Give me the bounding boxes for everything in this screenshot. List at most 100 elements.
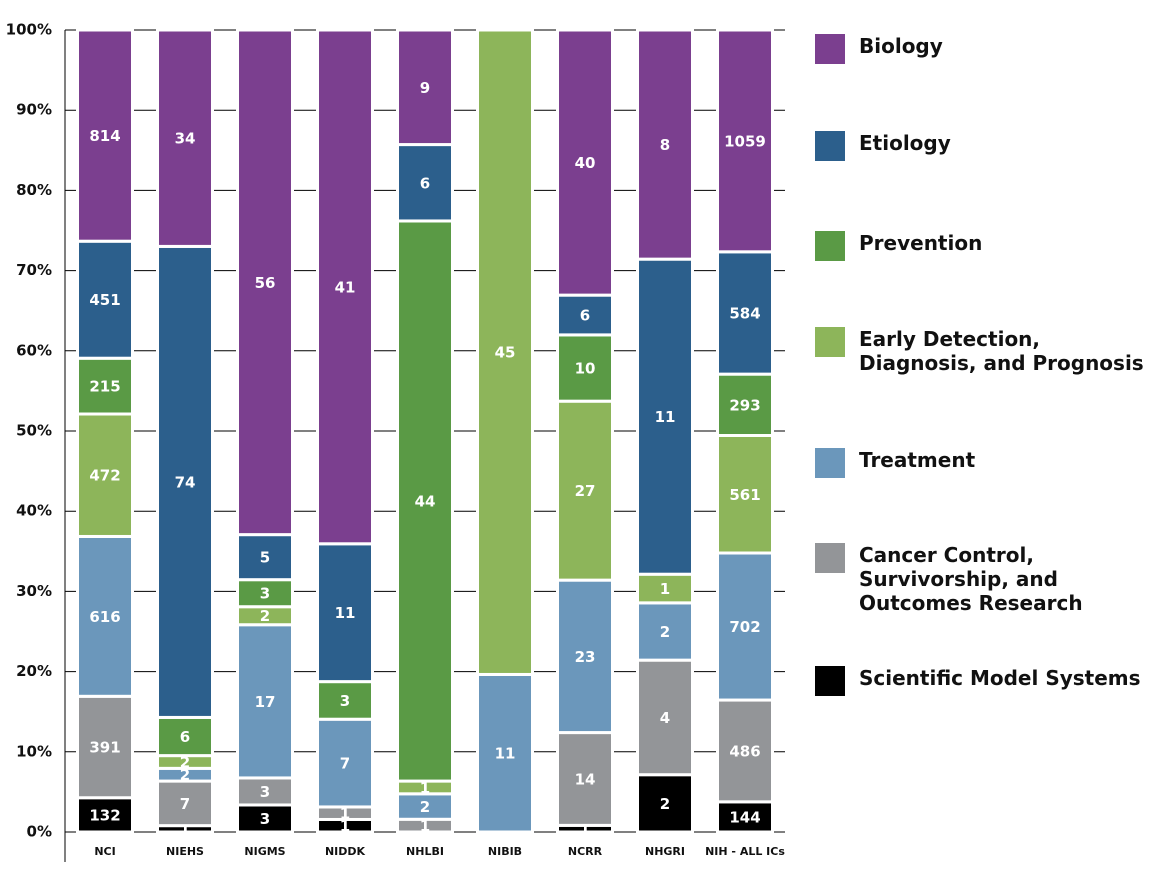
data-label: 11 bbox=[495, 745, 516, 763]
data-label: 3 bbox=[260, 810, 270, 828]
bar-segment bbox=[76, 796, 134, 834]
data-label: 6 bbox=[180, 728, 190, 746]
data-label: 472 bbox=[89, 467, 120, 485]
data-label: 1 bbox=[420, 817, 430, 835]
legend-label: Biology bbox=[859, 34, 943, 58]
bar-segment bbox=[76, 239, 134, 360]
data-label: 34 bbox=[175, 130, 196, 148]
bar-segment bbox=[476, 28, 534, 676]
data-label: 1 bbox=[660, 580, 670, 598]
bar-segment bbox=[156, 715, 214, 758]
bar-segment bbox=[316, 28, 374, 546]
y-tick-label: 50% bbox=[16, 422, 52, 440]
data-label: 2 bbox=[180, 753, 190, 771]
y-tick-label: 20% bbox=[16, 662, 52, 680]
bar-segment bbox=[316, 542, 374, 684]
bar-segment bbox=[156, 244, 214, 719]
y-tick-label: 40% bbox=[16, 502, 52, 520]
data-label: 6 bbox=[580, 307, 590, 325]
data-label: 10 bbox=[575, 360, 596, 378]
data-label: 2 bbox=[660, 795, 670, 813]
data-label: 814 bbox=[89, 127, 120, 145]
data-label: 3 bbox=[260, 783, 270, 801]
data-label: 2 bbox=[180, 766, 190, 784]
x-tick-label: NIH - ALL ICs bbox=[705, 845, 785, 858]
x-tick-label: NIEHS bbox=[166, 845, 204, 858]
legend-item: Scientific Model Systems bbox=[815, 666, 1149, 696]
data-label: 9 bbox=[420, 79, 430, 97]
data-label: 7 bbox=[340, 755, 350, 773]
legend-swatch bbox=[815, 666, 845, 696]
legend-label: Prevention bbox=[859, 231, 983, 255]
bar-segment bbox=[316, 717, 374, 809]
data-label: 2 bbox=[420, 798, 430, 816]
bar-segment bbox=[636, 28, 694, 261]
bar-segment bbox=[556, 578, 614, 735]
x-tick-label: NIDDK bbox=[325, 845, 366, 858]
y-tick-label: 10% bbox=[16, 742, 52, 760]
y-tick-label: 60% bbox=[16, 341, 52, 359]
data-label: 144 bbox=[729, 808, 760, 826]
y-tick-label: 70% bbox=[16, 261, 52, 279]
legend-label: Early Detection, Diagnosis, and Prognosi… bbox=[859, 327, 1144, 375]
bar-segment bbox=[716, 250, 774, 376]
legend-label: Etiology bbox=[859, 131, 951, 155]
bar-segment bbox=[396, 219, 454, 783]
bar-segment bbox=[156, 28, 214, 248]
data-label: 3 bbox=[340, 692, 350, 710]
bar-segment bbox=[716, 434, 774, 555]
bar-segment bbox=[716, 28, 774, 254]
bar-segment bbox=[396, 28, 454, 147]
data-label: 11 bbox=[335, 604, 356, 622]
bar-segment bbox=[76, 356, 134, 416]
legend-label: Cancer Control, Survivorship, and Outcom… bbox=[859, 543, 1083, 615]
data-label: 1 bbox=[180, 820, 190, 838]
bar-segment bbox=[716, 698, 774, 804]
legend-swatch bbox=[815, 131, 845, 161]
y-tick-label: 0% bbox=[27, 823, 52, 841]
bar-segment bbox=[476, 672, 534, 834]
data-label: 1 bbox=[340, 817, 350, 835]
bar-segment bbox=[156, 779, 214, 828]
data-label: 4 bbox=[660, 709, 670, 727]
legend-swatch bbox=[815, 543, 845, 573]
bar-segment bbox=[76, 28, 134, 243]
data-label: 616 bbox=[89, 608, 120, 626]
data-label: 293 bbox=[729, 396, 760, 414]
bar-segment bbox=[716, 372, 774, 438]
y-tick-label: 80% bbox=[16, 181, 52, 199]
y-tick-label: 90% bbox=[16, 101, 52, 119]
legend-label: Treatment bbox=[859, 448, 976, 472]
y-tick-label: 30% bbox=[16, 582, 52, 600]
y-tick-label: 100% bbox=[6, 21, 52, 39]
data-label: 132 bbox=[89, 806, 120, 824]
data-label: 74 bbox=[175, 473, 196, 491]
data-label: 11 bbox=[655, 408, 676, 426]
bar-segment bbox=[236, 776, 294, 807]
bar-segment bbox=[556, 28, 614, 297]
data-label: 5 bbox=[260, 549, 270, 567]
data-label: 1 bbox=[340, 805, 350, 823]
legend-item: Biology bbox=[815, 34, 1149, 64]
legend-item: Treatment bbox=[815, 448, 1149, 478]
x-tick-label: NCRR bbox=[568, 845, 603, 858]
data-label: 14 bbox=[575, 770, 596, 788]
data-label: 584 bbox=[729, 304, 760, 322]
data-label: 561 bbox=[729, 486, 760, 504]
data-label: 702 bbox=[729, 618, 760, 636]
data-label: 23 bbox=[575, 648, 596, 666]
data-label: 486 bbox=[729, 742, 760, 760]
data-label: 451 bbox=[89, 291, 120, 309]
x-tick-label: NIBIB bbox=[488, 845, 522, 858]
data-label: 40 bbox=[575, 154, 596, 172]
data-label: 8 bbox=[660, 136, 670, 154]
data-label: 27 bbox=[575, 482, 596, 500]
legend-swatch bbox=[815, 34, 845, 64]
x-tick-label: NCI bbox=[94, 845, 115, 858]
legend-swatch bbox=[815, 448, 845, 478]
data-label: 17 bbox=[255, 693, 276, 711]
x-tick-label: NIGMS bbox=[244, 845, 285, 858]
data-label: 44 bbox=[415, 493, 436, 511]
data-label: 45 bbox=[495, 344, 516, 362]
